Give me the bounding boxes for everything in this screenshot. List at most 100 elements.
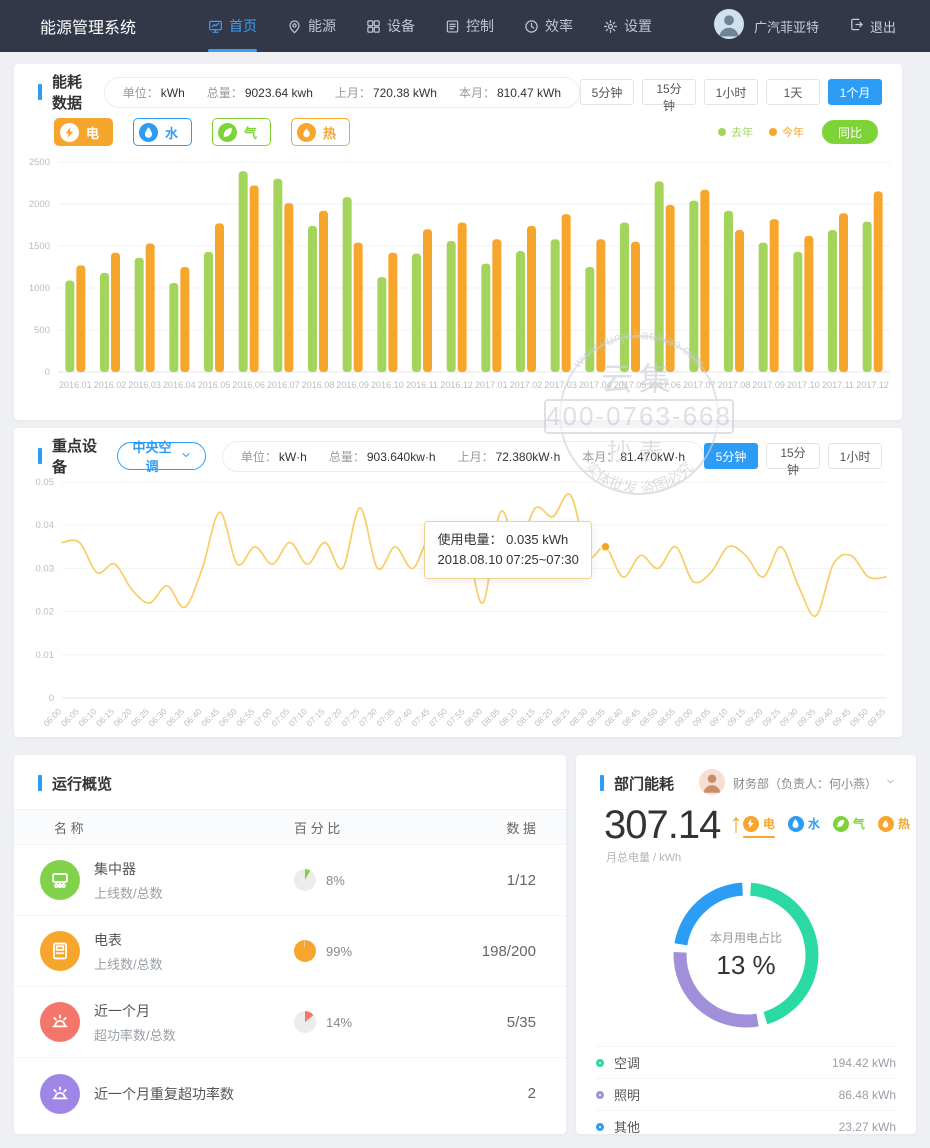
range-button-1天[interactable]: 1天 (766, 79, 820, 105)
svg-text:2017.11: 2017.11 (822, 380, 854, 390)
svg-text:06:25: 06:25 (129, 706, 151, 728)
range-button-15分钟[interactable]: 15分钟 (766, 443, 820, 477)
svg-text:09:15: 09:15 (725, 706, 747, 728)
type-tab-label: 水 (165, 125, 179, 141)
legend-ring (596, 1122, 604, 1131)
svg-text:08:20: 08:20 (532, 706, 554, 728)
svg-text:06:00: 06:00 (41, 706, 63, 728)
svg-text:500: 500 (34, 325, 50, 336)
nav-item-控制[interactable]: 控制 (445, 0, 494, 52)
user-avatar[interactable] (713, 8, 744, 44)
department-total-row: 307.14 ↑ 电 水 气 热 (604, 803, 910, 847)
username: 广汽菲亚特 (753, 19, 819, 35)
overview-row-近一个月: 近一个月 超功率数/总数 14% 5/35 (14, 987, 566, 1058)
svg-text:2016.08: 2016.08 (302, 380, 335, 390)
stat-item: 本月： 810.47 kWh (458, 85, 561, 100)
svg-text:2016.11: 2016.11 (406, 380, 438, 390)
energy-type-row: 电 水 气 热 去年 今年 同比 (54, 118, 878, 146)
row-name: 近一个月 (94, 1002, 150, 1019)
nav-item-设备[interactable]: 设备 (366, 0, 415, 52)
department-type-tab-气[interactable]: 气 (832, 815, 865, 838)
overview-table-body: 集中器 上线数/总数 8% 1/12 电表 上线数/总数 99% 198/200 近一个月 超功率… (14, 845, 566, 1129)
svg-text:09:00: 09:00 (672, 706, 694, 728)
department-type-tab-热[interactable]: 热 (877, 815, 910, 838)
svg-text:08:30: 08:30 (567, 706, 589, 728)
nav-menu: 首页 能源 设备 控制 效率 设置 (208, 0, 682, 52)
device-range-buttons: 5分钟 15分钟 1小时 (704, 443, 882, 477)
percent-label: 8% (326, 872, 345, 888)
type-tab-label: 热 (897, 817, 910, 831)
meter-icon (40, 931, 80, 971)
legend-item-今年: 今年 (768, 124, 804, 140)
department-panel-title: 部门能耗 (614, 775, 675, 793)
stat-item: 上月： 720.38 kWh (334, 85, 437, 100)
energy-type-tab-热[interactable]: 热 (291, 118, 351, 146)
water-drop-icon (144, 126, 153, 138)
row-data-value: 1/12 (506, 871, 536, 889)
range-button-15分钟[interactable]: 15分钟 (642, 79, 696, 113)
range-button-5分钟[interactable]: 5分钟 (580, 79, 634, 105)
nav-item-label: 效率 (545, 18, 574, 34)
nav-item-能源[interactable]: 能源 (287, 0, 336, 52)
svg-text:2016.03: 2016.03 (128, 380, 161, 390)
stat-item: 单位： kW·h (240, 449, 307, 464)
svg-text:2016.01: 2016.01 (59, 380, 92, 390)
legend-dot (768, 128, 777, 136)
department-type-tab-水[interactable]: 水 (787, 815, 820, 838)
svg-text:08:05: 08:05 (480, 706, 502, 728)
chart-tooltip: 使用电量： 0.035 kWh 2018.08.10 07:25~07:30 (424, 520, 592, 580)
svg-text:2017.10: 2017.10 (787, 380, 820, 390)
nav-item-label: 首页 (229, 18, 258, 34)
svg-text:09:35: 09:35 (795, 706, 817, 728)
svg-text:2017.06: 2017.06 (648, 380, 681, 390)
type-tab-label: 热 (323, 125, 337, 141)
energy-type-tab-电[interactable]: 电 (54, 118, 114, 146)
energy-range-buttons: 5分钟 15分钟 1小时 1天 1个月 (580, 79, 882, 113)
monthly-total-caption: 月总电量 / kWh (606, 852, 682, 864)
svg-text:09:45: 09:45 (830, 706, 852, 728)
gas-leaf-icon (837, 819, 845, 828)
avatar (713, 8, 744, 39)
svg-text:08:15: 08:15 (515, 706, 537, 728)
svg-text:07:35: 07:35 (374, 706, 396, 728)
department-energy-panel: 部门能耗 财务部（负责人：何小燕） 307.14 ↑ 电 水 气 热 月总电量 / k… (576, 755, 916, 1135)
overview-row-电表: 电表 上线数/总数 99% 198/200 (14, 916, 566, 987)
svg-text:07:45: 07:45 (409, 706, 431, 728)
svg-text:2017.07: 2017.07 (683, 380, 716, 390)
type-tab-label: 电 (762, 817, 775, 831)
legend-label: 照明 (614, 1088, 641, 1103)
svg-text:09:25: 09:25 (760, 706, 782, 728)
range-button-5分钟[interactable]: 5分钟 (704, 443, 758, 469)
svg-text:08:55: 08:55 (655, 706, 677, 728)
legend-value: 23.27 kWh (838, 1119, 896, 1134)
svg-text:07:00: 07:00 (252, 706, 274, 728)
energy-type-tab-水[interactable]: 水 (133, 118, 193, 146)
energy-type-tab-气[interactable]: 气 (212, 118, 272, 146)
department-selector-dropdown[interactable]: 财务部（负责人：何小燕） (698, 768, 896, 798)
efficiency-clock-icon (525, 19, 538, 33)
svg-text:2016.04: 2016.04 (163, 380, 196, 390)
device-panel-title: 重点设备 (52, 438, 98, 476)
overview-table-header: 名 称 百 分 比 数 据 (14, 809, 566, 845)
legend-ring (596, 1090, 604, 1099)
range-button-1小时[interactable]: 1小时 (704, 79, 758, 105)
svg-text:07:30: 07:30 (357, 706, 379, 728)
nav-item-首页[interactable]: 首页 (208, 0, 258, 52)
device-selector-dropdown[interactable]: 中央空调 (117, 440, 206, 474)
range-button-1小时[interactable]: 1小时 (828, 443, 882, 469)
logout-button[interactable]: 退出 (843, 16, 902, 37)
nav-item-设置[interactable]: 设置 (603, 0, 652, 52)
department-type-tab-电[interactable]: 电 (742, 815, 775, 838)
svg-text:09:30: 09:30 (778, 706, 800, 728)
row-data-value: 198/200 (481, 942, 536, 960)
nav-item-效率[interactable]: 效率 (524, 0, 573, 52)
compare-button[interactable]: 同比 (821, 120, 878, 144)
app-title: 能源管理系统 (40, 20, 137, 37)
energy-type-tabs: 电水气热 (54, 118, 370, 146)
concentrator-icon (52, 873, 68, 889)
range-button-1个月[interactable]: 1个月 (828, 79, 882, 105)
svg-text:08:10: 08:10 (497, 706, 519, 728)
svg-text:2017.09: 2017.09 (752, 380, 785, 390)
svg-text:2017.04: 2017.04 (579, 380, 612, 390)
